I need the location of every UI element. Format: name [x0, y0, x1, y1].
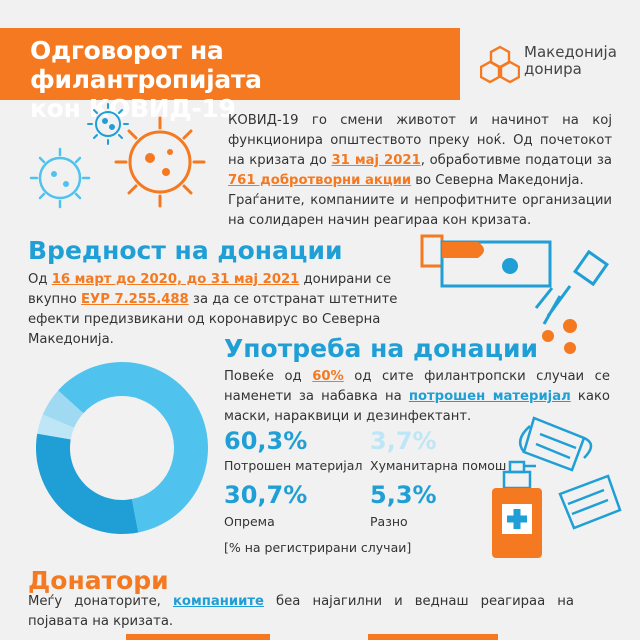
- logo-line-2: донира: [524, 60, 582, 78]
- intro-text: , обработивме податоци за: [420, 153, 613, 168]
- virus-illustration: [29, 103, 206, 209]
- intro-text: во Северна Македонија.: [411, 173, 584, 188]
- value-text: за да се отстранат штетните ефекти преди…: [28, 292, 398, 347]
- donors-paragraph: Меѓу донаторите, компаниите беа најагилн…: [28, 592, 574, 632]
- usage-donut-chart: [36, 362, 209, 534]
- stat-label: Потрошен материјал: [224, 458, 363, 473]
- donation-hand-illustration: [420, 234, 609, 354]
- donors-companies: компаниите: [172, 594, 264, 609]
- usage-text: како маски, нараквици и дезинфектант.: [224, 389, 610, 424]
- ppe-illustration: [492, 416, 622, 558]
- value-amount: ЕУР 7.255.488: [81, 292, 189, 307]
- value-dates: 16 март до 2020, до 31 мај 2021: [51, 272, 300, 287]
- hand-icon: [534, 249, 609, 325]
- title-line-1: Одговорот на филантропијата: [30, 36, 262, 94]
- page-title: Одговорот на филантропијата кон КОВИД-19: [30, 36, 460, 123]
- small-virus-icon: [87, 103, 129, 145]
- donors-text: беа најагилни и веднаш реагираа на појав…: [28, 594, 574, 629]
- stat-consumables: 60,3% Потрошен материјал: [224, 428, 362, 474]
- coins-icon: [542, 319, 577, 354]
- logo-line-1: Македонија: [524, 43, 617, 61]
- cyan-virus-icon: [29, 147, 91, 209]
- usage-material: потрошен материјал: [408, 389, 571, 404]
- banknote-icon: [420, 234, 552, 288]
- stat-value: 3,7%: [370, 427, 437, 455]
- intro-date: 31 мај 2021: [331, 153, 421, 168]
- donors-text: Меѓу донаторите,: [28, 594, 173, 609]
- usage-note: [% на регистрирани случаи]: [224, 540, 412, 555]
- mask-icon: [518, 416, 593, 472]
- value-text: Од: [28, 272, 52, 287]
- stat-value: 60,3%: [224, 427, 308, 455]
- stat-value: 30,7%: [224, 481, 308, 509]
- stat-other: 5,3% Разно: [370, 482, 437, 530]
- donors-heading: Донатори: [28, 566, 169, 595]
- intro-paragraph-2: Граѓаните, компаниите и непрофитните орг…: [228, 193, 612, 228]
- usage-paragraph: Повеќе од 60% од сите филантропски случа…: [224, 367, 610, 427]
- donut-slice-2: [36, 433, 139, 534]
- value-text: донирани се вкупно: [28, 272, 392, 307]
- value-paragraph: Од 16 март до 2020, до 31 мај 2021 донир…: [28, 270, 410, 350]
- usage-percent: 60%: [312, 369, 344, 384]
- stat-label: Разно: [370, 514, 408, 529]
- usage-text: Повеќе од: [224, 369, 313, 384]
- logo: Македонија донира: [479, 43, 630, 84]
- bottom-bar-right: [368, 634, 498, 640]
- stat-value: 5,3%: [370, 481, 437, 509]
- usage-heading: Употреба на донации: [224, 334, 539, 363]
- bottom-bar-left: [126, 634, 270, 640]
- stat-label: Опрема: [224, 514, 275, 529]
- stat-humanitarian: 3,7% Хуманитарна помош: [370, 428, 506, 474]
- donut-slice-3: [37, 414, 75, 440]
- logo-icon: [479, 45, 521, 84]
- title-line-2: кон КОВИД-19: [30, 94, 236, 123]
- intro-paragraph-1: КОВИД-19 го смени животот и начинот на к…: [228, 111, 612, 191]
- donut-slice-4: [42, 390, 84, 428]
- value-heading: Вредност на донации: [28, 236, 343, 265]
- intro-count: 761 добротворни акции: [228, 173, 412, 188]
- intro-text: КОВИД-19 го смени животот и начинот на к…: [228, 113, 612, 168]
- usage-text: од сите филантропски случаи се наменети …: [224, 369, 610, 404]
- mask-icon: [558, 474, 622, 530]
- donut-slice-1: [58, 362, 209, 533]
- title-banner: Одговорот на филантропијата кон КОВИД-19: [0, 28, 460, 123]
- sanitizer-icon: [492, 460, 542, 558]
- orange-virus-icon: [114, 116, 206, 208]
- stat-label: Хуманитарна помош: [370, 458, 507, 473]
- stat-equipment: 30,7% Опрема: [224, 482, 307, 530]
